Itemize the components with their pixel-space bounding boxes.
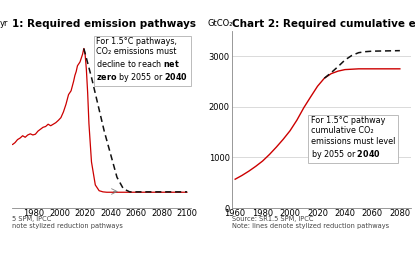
- Text: GtCO₂: GtCO₂: [208, 19, 233, 28]
- Text: Chart 2: Required cumulative emissi: Chart 2: Required cumulative emissi: [232, 19, 415, 29]
- Text: yr: yr: [0, 19, 8, 28]
- Text: 5 SPM, IPCC
note stylized reduction pathways: 5 SPM, IPCC note stylized reduction path…: [12, 216, 123, 229]
- Text: For 1.5°C pathway
cumulative CO₂
emissions must level
by 2055 or $\bf{2040}$: For 1.5°C pathway cumulative CO₂ emissio…: [311, 116, 395, 161]
- Text: For 1.5°C pathways,
CO₂ emissions must
decline to reach $\bf{net}$
$\bf{zero}$ b: For 1.5°C pathways, CO₂ emissions must d…: [96, 36, 188, 83]
- Text: Source: SR1.5 SPM, IPCC
Note: lines denote stylized reduction pathways: Source: SR1.5 SPM, IPCC Note: lines deno…: [232, 216, 390, 229]
- Text: 1: Required emission pathways: 1: Required emission pathways: [12, 19, 196, 29]
